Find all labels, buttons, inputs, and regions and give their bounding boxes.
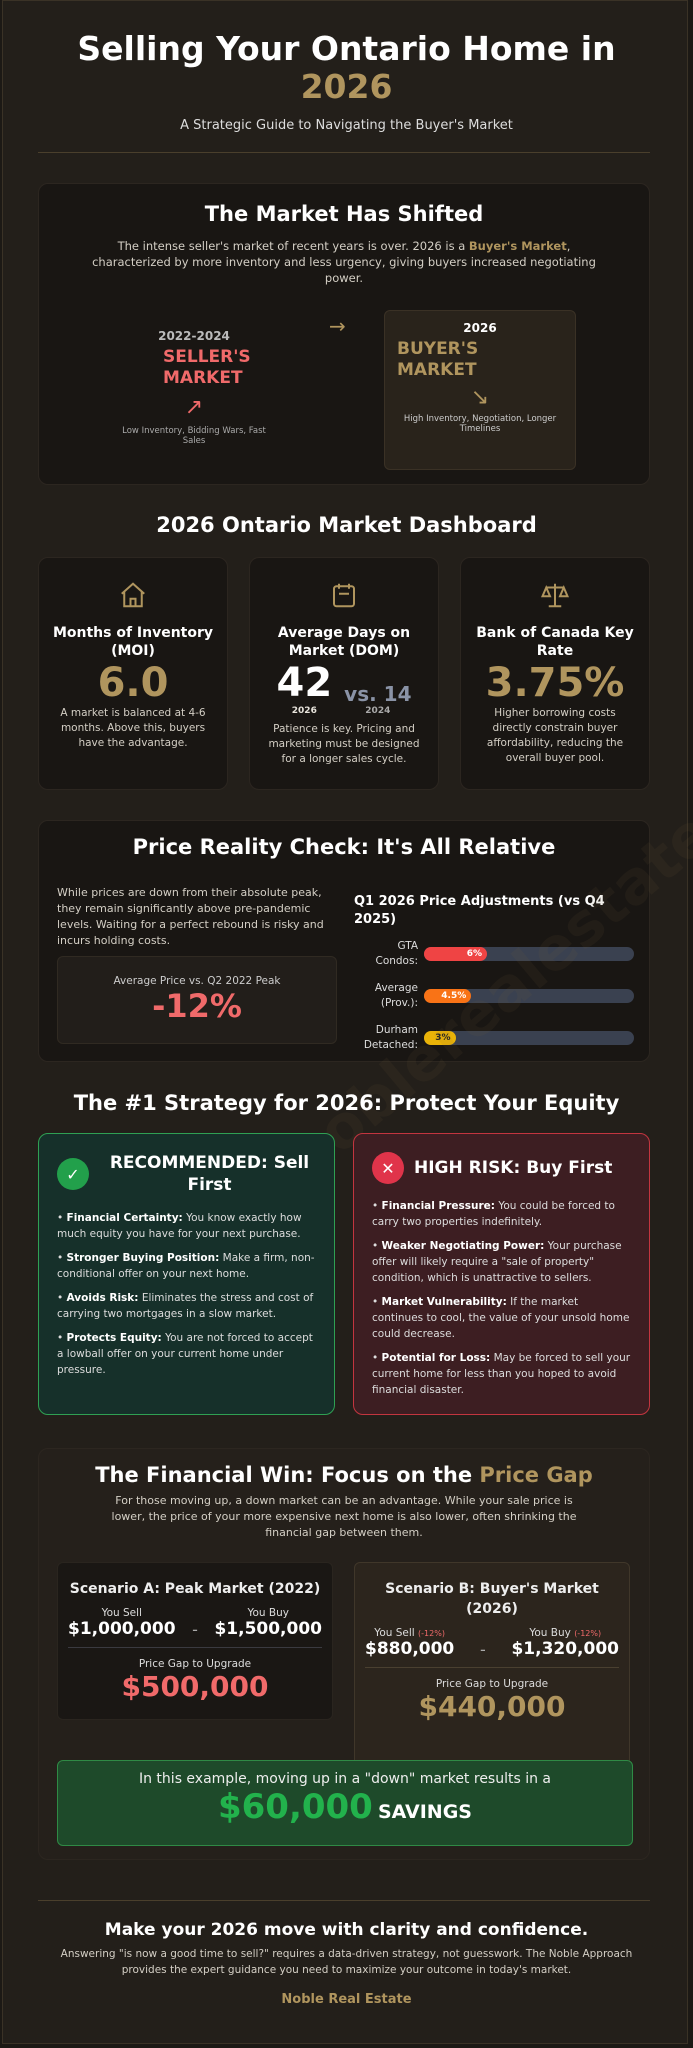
trend-down-icon: ↘ <box>470 385 490 410</box>
bar-label: Durham Detached: <box>363 1024 418 1051</box>
dashboard-title: 2026 Ontario Market Dashboard <box>156 513 537 537</box>
scenario-b: Scenario B: Buyer's Market (2026) You Se… <box>354 1562 630 1776</box>
sellers-market: 2022-2024 SELLER'S MARKET ↗ Low Inventor… <box>119 329 269 446</box>
subtitle: A Strategic Guide to Navigating the Buye… <box>180 118 513 133</box>
bar-track: 4.5% <box>424 989 634 1003</box>
list-item: • Avoids Risk: Eliminates the stress and… <box>57 1292 314 1320</box>
bar-row: GTA Condos: 6% <box>354 939 634 969</box>
scales-icon <box>540 583 570 608</box>
price-adjustment-chart: Q1 2026 Price Adjustments (vs Q4 2025) G… <box>354 893 634 1065</box>
bar-track: 6% <box>424 947 634 961</box>
bar-label: GTA Condos: <box>375 940 418 967</box>
list-item: • Weaker Negotiating Power: Your purchas… <box>372 1240 622 1284</box>
title-year: 2026 <box>300 67 393 106</box>
dom-card: Average Days on Market (DOM) 42 2026 vs. … <box>249 557 439 790</box>
buyers-market: 2026 BUYER'S MARKET ↘ High Inventory, Ne… <box>384 310 576 470</box>
bar-fill: 4.5% <box>424 989 472 1003</box>
arrow-right-icon: → <box>329 314 346 338</box>
trend-up-icon: ↗ <box>184 395 204 420</box>
buy-first-card: ✕ HIGH RISK: Buy First • Financial Pressu… <box>353 1133 650 1415</box>
x-icon: ✕ <box>372 1152 404 1184</box>
savings-banner: In this example, moving up in a "down" m… <box>57 1760 633 1846</box>
moi-card: Months of Inventory (MOI) 6.0 A market i… <box>38 557 228 790</box>
bar-row: Durham Detached: 3% <box>354 1023 634 1053</box>
average-price-stat: Average Price vs. Q2 2022 Peak -12% <box>57 956 337 1044</box>
market-shift-card: The Market Has Shifted The intense selle… <box>38 183 650 485</box>
bar-fill: 6% <box>424 947 487 961</box>
page-title: Selling Your Ontario Home in 2026 <box>0 30 693 106</box>
list-item: • Protects Equity: You are not forced to… <box>57 1332 313 1376</box>
gap-a-value: $500,000 <box>121 1670 269 1703</box>
bar-row: Average (Prov.): 4.5% <box>354 981 634 1011</box>
check-icon: ✓ <box>57 1158 89 1190</box>
shift-text: The intense seller's market of recent ye… <box>92 239 596 285</box>
gap-b-value: $440,000 <box>418 1690 566 1723</box>
list-item: • Financial Pressure: You could be force… <box>372 1200 615 1228</box>
rate-card: Bank of Canada Key Rate 3.75% Higher bor… <box>460 557 650 790</box>
bar-label: Average (Prov.): <box>374 982 418 1009</box>
moi-value: 6.0 <box>97 660 169 706</box>
scenario-a: Scenario A: Peak Market (2022) You Sell $… <box>57 1562 333 1720</box>
house-icon <box>121 582 145 608</box>
chart-title: Q1 2026 Price Adjustments (vs Q4 2025) <box>354 894 605 927</box>
list-item: • Stronger Buying Position: Make a firm,… <box>57 1252 315 1280</box>
section-title: The Market Has Shifted <box>204 202 484 226</box>
footer: Make your 2026 move with clarity and con… <box>0 1920 693 2007</box>
calendar-icon <box>333 583 355 608</box>
brand-name: Noble Real Estate <box>281 1992 412 2007</box>
bar-track: 3% <box>424 1031 634 1045</box>
price-reality-card: Price Reality Check: It's All Relative W… <box>38 820 650 1062</box>
sell-first-card: ✓ RECOMMENDED: Sell First • Financial Cer… <box>38 1133 335 1415</box>
strategy-title: The #1 Strategy for 2026: Protect Your E… <box>73 1091 620 1115</box>
list-item: • Financial Certainty: You know exactly … <box>57 1212 302 1240</box>
bar-fill: 3% <box>424 1031 456 1045</box>
list-item: • Market Vulnerability: If the market co… <box>372 1296 630 1340</box>
divider <box>38 152 650 153</box>
header: Selling Your Ontario Home in 2026 A Strat… <box>0 30 693 134</box>
divider <box>38 1900 650 1901</box>
list-item: • Potential for Loss: May be forced to s… <box>372 1352 631 1396</box>
